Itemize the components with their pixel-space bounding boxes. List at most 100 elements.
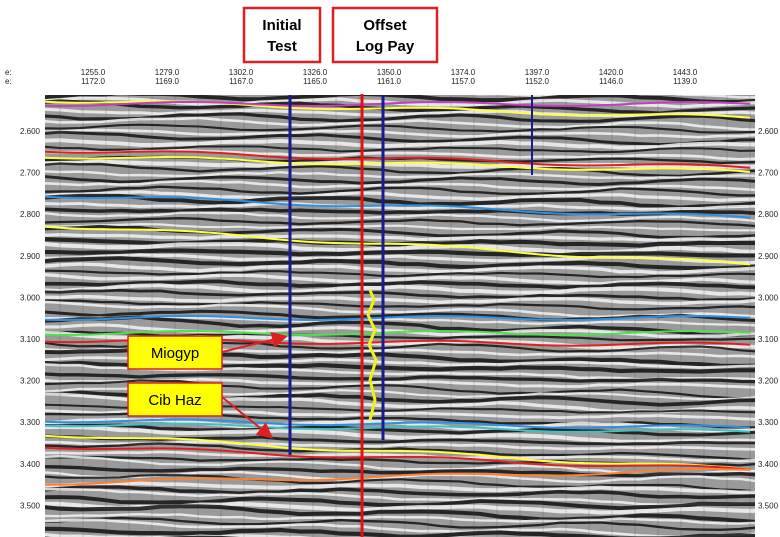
trace-band [45,130,755,147]
axis-prefix: e: [5,68,12,77]
horizon [45,422,751,433]
trace-band [45,495,755,511]
trace-band [45,159,755,171]
trace-band [45,434,755,446]
trace-band [45,474,755,493]
trace-label: 1326.0 [303,68,328,77]
trace-band [45,279,755,290]
time-label: 3.400 [20,460,41,469]
time-label: 3.100 [20,335,41,344]
callout-text: Cib Haz [148,392,201,409]
trace-band [45,262,755,275]
time-label: 3.000 [20,293,41,302]
time-label-right: 2.900 [758,252,779,261]
horizon [45,418,751,429]
trace-band [45,241,755,255]
trace-band [45,116,755,132]
axis-prefix: e: [5,77,12,86]
trace-band [45,309,755,322]
time-label-right: 2.600 [758,127,779,136]
trace-label: 1157.0 [451,77,475,86]
time-label: 3.300 [20,418,41,427]
callout-text: Miogyp [151,345,199,362]
trace-band [45,442,755,462]
horizon [45,225,751,266]
trace-band [45,315,755,338]
horizon [45,446,751,471]
log-curve [366,289,378,421]
trace-label: 1397.0 [525,68,550,77]
trace-band [45,193,755,210]
trace-label: 1167.0 [229,77,253,86]
trace-band [45,518,755,537]
time-label-right: 3.300 [758,418,779,427]
trace-band [45,190,755,203]
trace-band [45,504,755,524]
trace-band [45,223,755,232]
trace-band [45,487,755,507]
trace-label: 1279.0 [155,68,180,77]
horizon [45,100,751,108]
trace-label: 1302.0 [229,68,254,77]
trace-label: 1146.0 [599,77,623,86]
trace-label: 1420.0 [599,68,624,77]
trace-band [45,372,755,384]
callout-arrow [221,396,274,439]
time-label: 2.800 [20,210,41,219]
trace-label: 1165.0 [303,77,327,86]
horizon [45,467,751,486]
trace-band [45,112,755,123]
time-label-right: 3.200 [758,377,779,386]
trace-band [45,423,755,437]
trace-label: 1443.0 [673,68,698,77]
seismic-traces [45,95,755,537]
trace-band [45,272,755,286]
trace-label: 1161.0 [377,77,401,86]
trace-band [45,95,755,104]
trace-label: 1152.0 [525,77,549,86]
horizon [45,150,751,169]
trace-band [45,170,755,180]
trace-band [45,185,755,197]
trace-band [45,450,755,463]
trace-band [45,232,755,242]
trace-band [45,288,755,302]
trace-label: 1172.0 [81,77,105,86]
time-label-right: 3.500 [758,501,779,510]
right-strip [755,95,780,537]
trace-band [45,162,755,178]
trace-band [45,107,755,118]
trace-band [45,424,755,444]
trace-label: 1374.0 [451,68,476,77]
time-label-right: 3.400 [758,460,779,469]
header-box [331,6,439,64]
header-box [242,6,322,64]
trace-label: 1169.0 [155,77,179,86]
trace-label: 1139.0 [673,77,697,86]
trace-band [45,211,755,223]
trace-band [45,269,755,279]
trace-band [45,481,755,495]
trace-label: 1255.0 [81,68,106,77]
trace-band [45,179,755,192]
trace-band [45,283,755,296]
trace-band [45,99,755,115]
trace-band [45,299,755,311]
trace-band [45,175,755,186]
header-text: Offset Log Pay [356,17,415,55]
trace-band [45,464,755,478]
callout-box [127,382,223,417]
time-label: 2.600 [20,127,41,136]
trace-band [45,201,755,211]
trace-band [45,485,755,500]
time-label-right: 2.800 [758,210,779,219]
callout-box [127,335,223,370]
horizon [45,155,751,173]
horizon [45,434,751,471]
time-label-right: 3.000 [758,293,779,302]
time-label: 2.900 [20,252,41,261]
time-label: 3.500 [20,501,41,510]
horizons [45,100,751,486]
